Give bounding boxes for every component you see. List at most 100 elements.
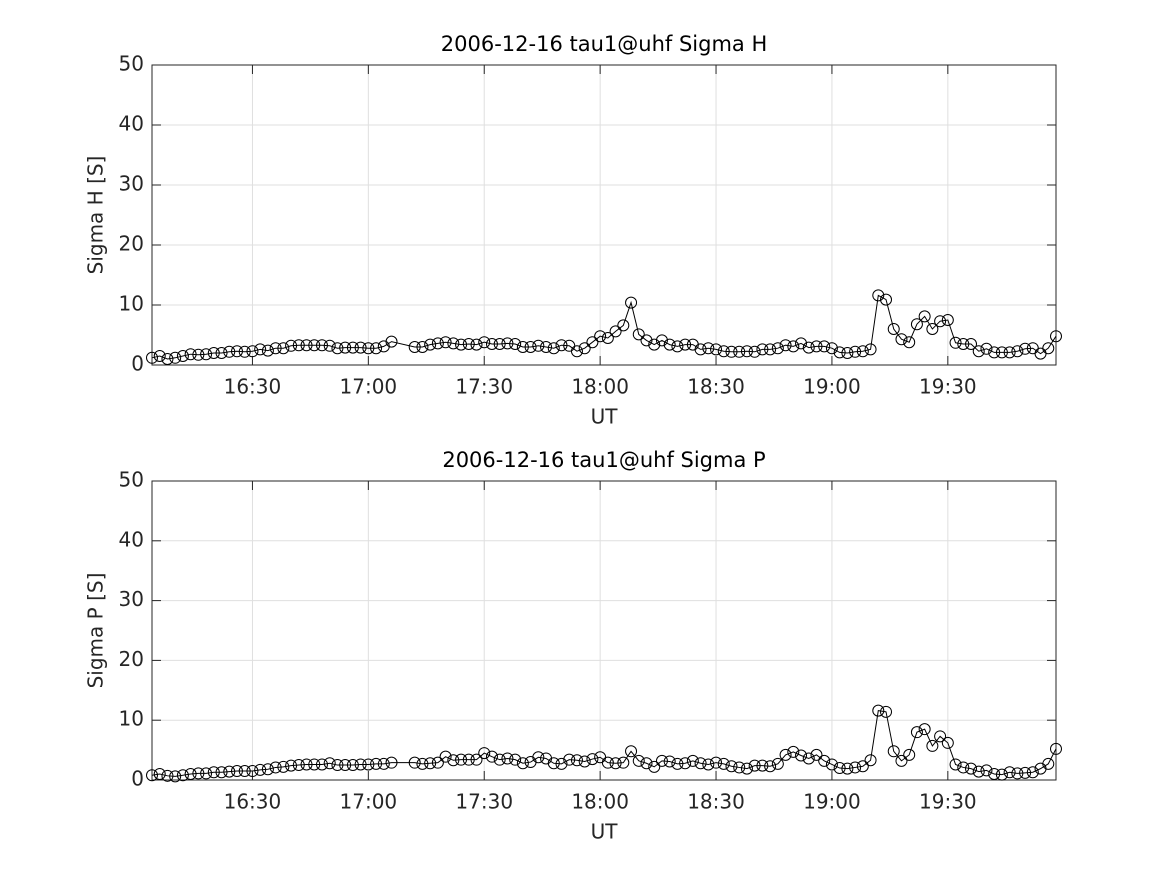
y-axis-label: Sigma H [S] <box>84 156 108 275</box>
data-point <box>802 752 815 765</box>
data-point <box>339 341 352 354</box>
data-point <box>980 764 993 777</box>
data-point <box>447 337 460 350</box>
data-point <box>740 345 753 358</box>
data-point <box>339 759 352 772</box>
data-point <box>972 345 985 358</box>
data-point <box>346 759 359 772</box>
data-point <box>184 348 197 361</box>
x-tick-label: 19:00 <box>803 375 861 399</box>
data-point <box>825 758 838 771</box>
data-point <box>856 760 869 773</box>
data-point <box>632 328 645 341</box>
data-point <box>323 757 336 770</box>
data-point <box>385 756 398 769</box>
data-point <box>285 339 298 352</box>
data-point <box>462 338 475 350</box>
data-point <box>547 342 560 355</box>
data-point <box>586 753 599 766</box>
data-point <box>825 342 838 355</box>
data-point <box>478 747 491 760</box>
data-point <box>192 767 205 780</box>
data-point <box>926 323 939 335</box>
data-point <box>408 341 421 353</box>
data-point <box>702 342 715 355</box>
data-point <box>1050 330 1062 343</box>
data-point <box>246 765 259 778</box>
data-point <box>640 757 653 770</box>
data-point <box>315 339 328 352</box>
x-tick-label: 16:30 <box>224 375 282 399</box>
data-point <box>802 341 815 354</box>
data-point <box>910 726 923 739</box>
data-point <box>748 345 761 358</box>
data-point <box>370 757 383 770</box>
data-point <box>710 756 723 769</box>
data-point <box>864 754 877 767</box>
data-point <box>625 296 638 309</box>
data-point <box>493 338 506 350</box>
data-point <box>323 339 336 352</box>
data-point <box>880 293 893 306</box>
data-point <box>354 341 367 354</box>
data-point <box>918 723 931 736</box>
y-axis-label: Sigma P [S] <box>84 573 108 689</box>
data-point <box>176 769 189 782</box>
data-point <box>895 754 908 767</box>
y-tick-label: 40 <box>119 527 144 551</box>
data-point <box>385 335 398 348</box>
data-point <box>1019 766 1032 779</box>
data-point <box>169 770 182 783</box>
data-point <box>184 768 197 781</box>
data-point <box>470 753 483 766</box>
data-point <box>509 753 522 766</box>
data-point <box>439 750 452 763</box>
data-point <box>694 757 707 770</box>
data-point <box>833 346 846 359</box>
data-point <box>555 339 568 352</box>
data-point <box>238 345 251 358</box>
data-point <box>169 351 182 364</box>
data-point <box>648 338 661 351</box>
x-tick-label: 19:30 <box>919 790 977 814</box>
data-point <box>648 760 661 773</box>
data-point <box>849 345 862 358</box>
data-point <box>424 757 437 770</box>
data-point <box>710 343 723 356</box>
data-point <box>895 333 908 346</box>
data-point <box>439 336 452 349</box>
data-point <box>725 345 738 358</box>
x-tick-label: 18:30 <box>687 375 745 399</box>
data-point <box>887 323 900 335</box>
data-point <box>864 343 877 356</box>
data-point <box>230 765 243 778</box>
data-point <box>841 347 854 359</box>
y-tick-label: 30 <box>119 172 144 196</box>
data-point <box>200 767 213 780</box>
data-point <box>200 348 213 361</box>
data-point <box>532 339 545 352</box>
data-point <box>787 340 800 353</box>
data-point <box>764 343 777 356</box>
x-axis-label: UT <box>591 405 619 429</box>
data-point <box>516 757 529 770</box>
data-point <box>261 344 274 357</box>
data-point <box>570 754 583 767</box>
y-tick-label: 40 <box>119 112 144 136</box>
y-tick-label: 20 <box>119 647 144 671</box>
data-point <box>903 336 916 349</box>
y-tick-label: 50 <box>119 468 144 492</box>
data-point <box>733 761 746 774</box>
data-point <box>292 759 305 772</box>
data-point <box>1003 346 1016 359</box>
data-point <box>501 337 514 350</box>
data-point <box>733 345 746 358</box>
data-point <box>625 745 638 758</box>
data-point <box>957 761 970 774</box>
y-tick-label: 0 <box>131 352 144 376</box>
data-point <box>485 338 498 350</box>
axes-box <box>151 480 1057 781</box>
y-tick-label: 0 <box>131 767 144 791</box>
data-point <box>277 760 290 773</box>
